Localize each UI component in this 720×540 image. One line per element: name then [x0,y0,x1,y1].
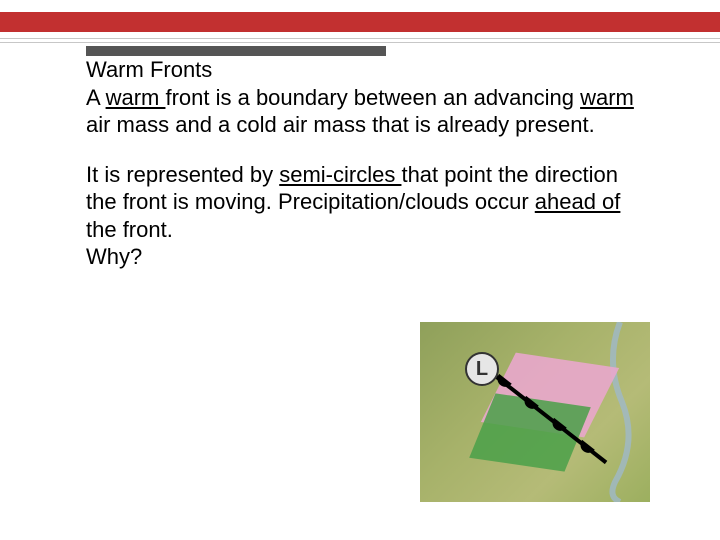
slide-title: Warm Fronts [86,56,650,84]
slide-content: Warm Fronts A warm front is a boundary b… [86,56,650,271]
underlined-semicircles: semi-circles [279,162,401,187]
weather-map-illustration: L [420,322,650,502]
underlined-warm: warm [580,85,634,110]
text-fragment: the front. [86,217,173,242]
why-question: Why? [86,243,650,271]
title-underline-block [86,46,386,56]
text-fragment: front is a boundary between an advancing [165,85,580,110]
underlined-ahead-of: ahead of [535,189,621,214]
river-icon [600,322,640,502]
text-fragment: A [86,85,106,110]
underlined-warm: warm [106,85,166,110]
definition-paragraph: A warm front is a boundary between an ad… [86,84,650,139]
low-pressure-badge: L [465,352,499,386]
divider-line [0,42,720,43]
accent-bar [0,12,720,32]
representation-paragraph: It is represented by semi-circles that p… [86,161,650,244]
text-fragment: air mass and a cold air mass that is alr… [86,112,595,137]
low-pressure-label: L [476,358,488,381]
text-fragment: It is represented by [86,162,279,187]
divider-line [0,38,720,39]
